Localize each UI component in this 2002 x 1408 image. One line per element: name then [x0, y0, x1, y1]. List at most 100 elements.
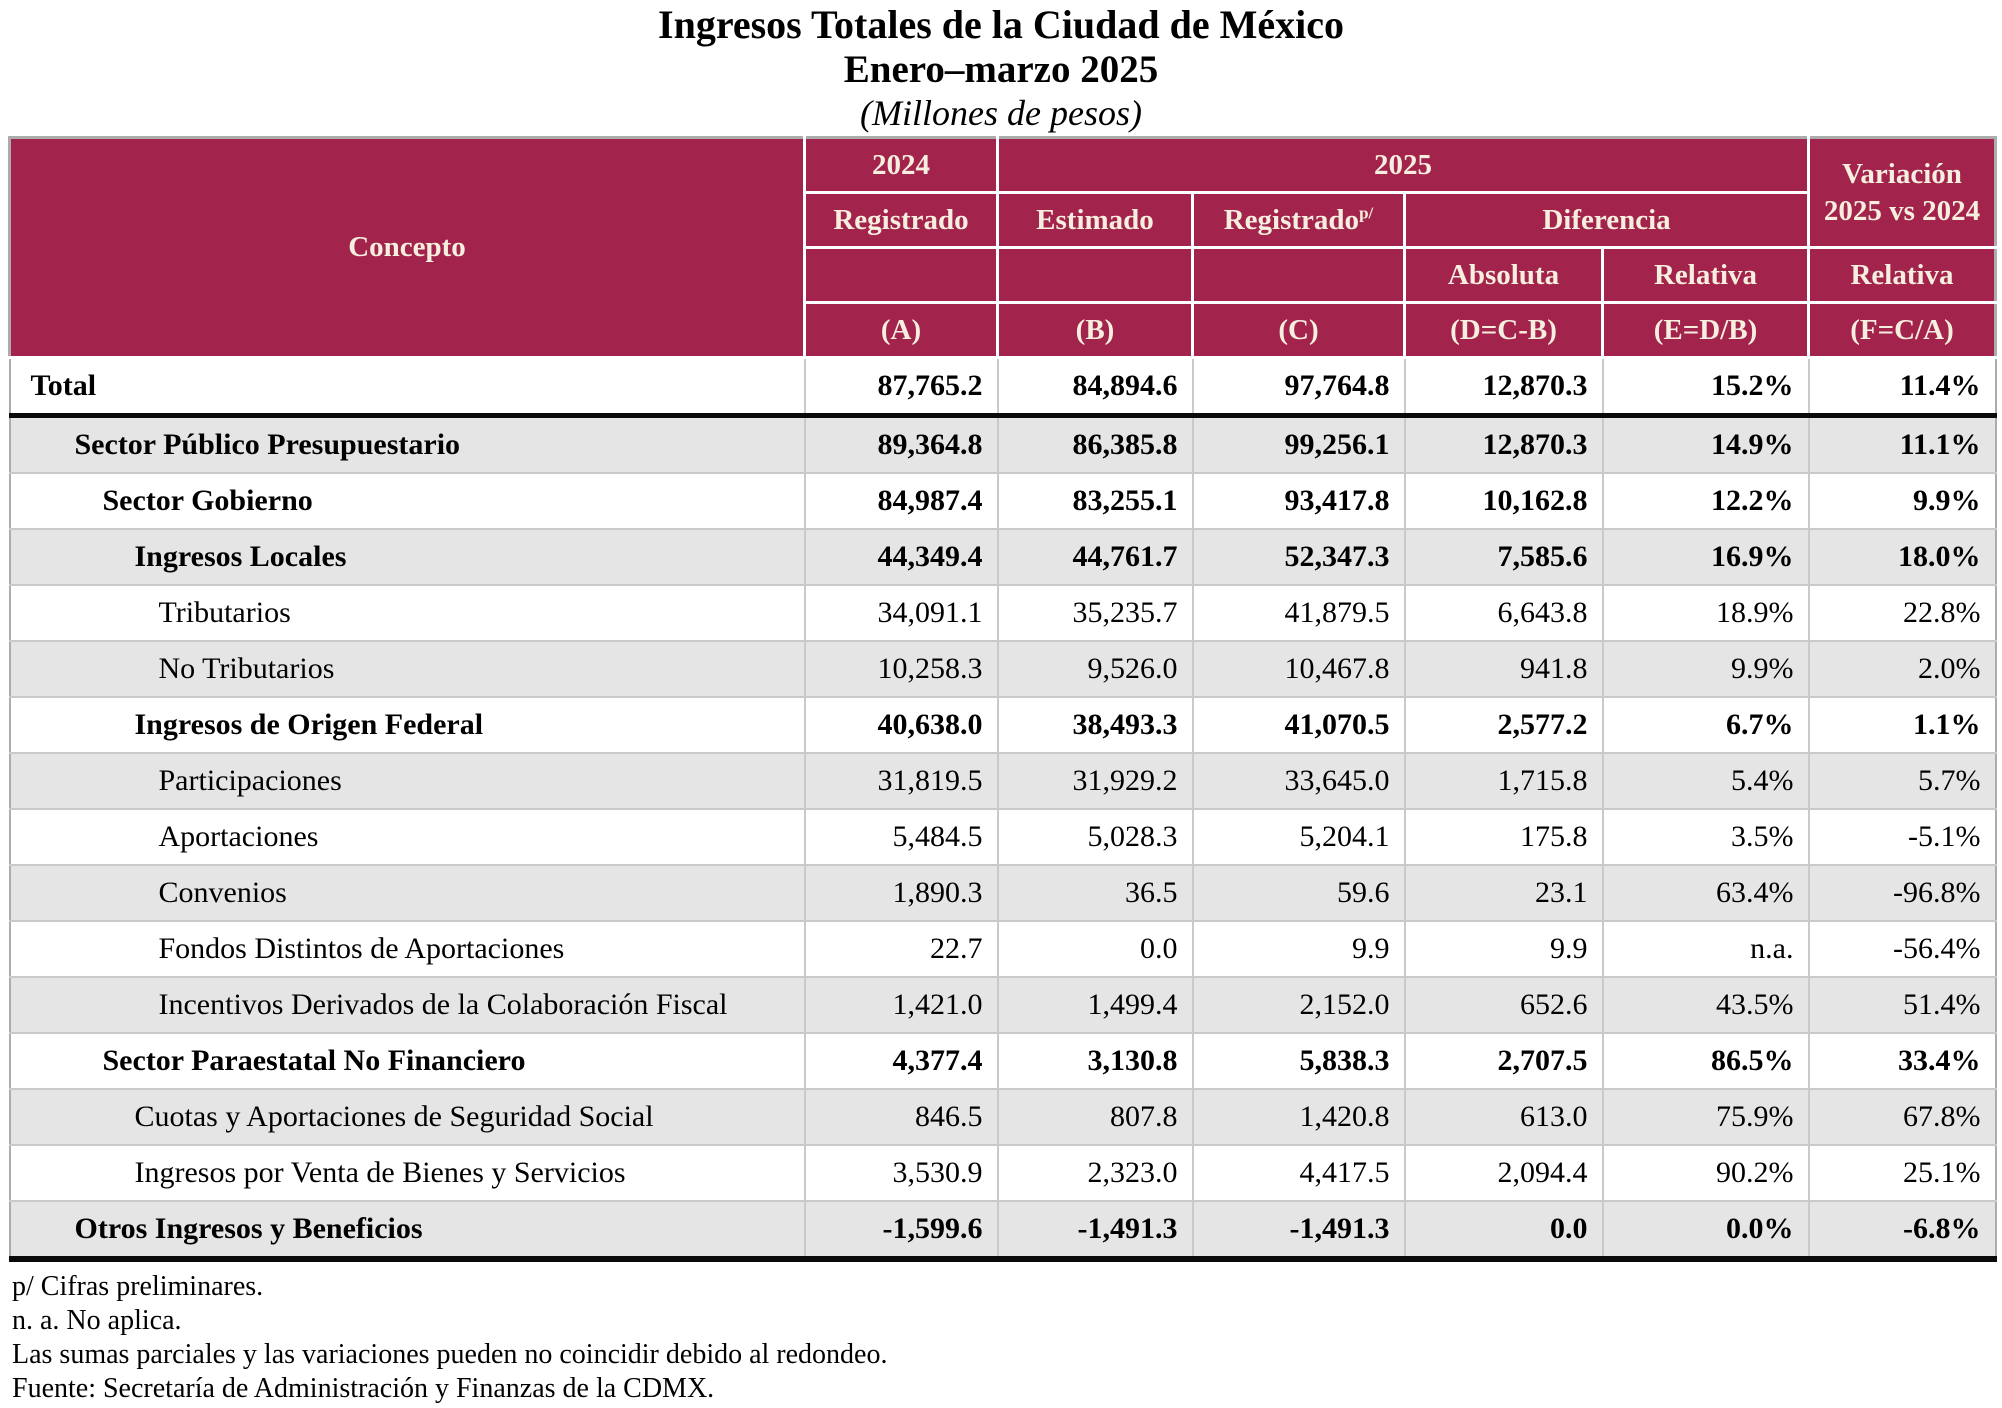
- row-value: 11.4%: [1807, 356, 1997, 418]
- header-formula-a: (A): [803, 301, 999, 359]
- row-value: 51.4%: [1807, 976, 1997, 1034]
- row-value: 99,256.1: [1191, 414, 1406, 474]
- row-value: 1,421.0: [803, 976, 999, 1034]
- row-concept: Total: [8, 356, 806, 418]
- row-value: 1,890.3: [803, 864, 999, 922]
- header-relativa-diferencia: Relativa: [1601, 246, 1810, 304]
- row-value: 846.5: [803, 1088, 999, 1146]
- row-value: 941.8: [1403, 640, 1604, 698]
- report-title-block: Ingresos Totales de la Ciudad de México …: [0, 0, 2002, 134]
- row-concept: Sector Público Presupuestario: [8, 414, 806, 474]
- row-concept: Convenios: [8, 864, 806, 922]
- row-value: 1,715.8: [1403, 752, 1604, 810]
- header-formula-e: (E=D/B): [1601, 301, 1810, 359]
- row-value: 9.9: [1191, 920, 1406, 978]
- row-value: 2,152.0: [1191, 976, 1406, 1034]
- header-concepto: Concepto: [8, 136, 806, 359]
- table-row: Aportaciones 5,484.5 5,028.3 5,204.1 175.8 3.…: [8, 808, 1997, 866]
- row-concept: Ingresos de Origen Federal: [8, 696, 806, 754]
- row-value: 0.0: [1403, 1200, 1604, 1262]
- row-value: 4,377.4: [803, 1032, 999, 1090]
- header-diferencia: Diferencia: [1403, 191, 1810, 249]
- row-value: 34,091.1: [803, 584, 999, 642]
- report-period: Enero–marzo 2025: [843, 48, 1159, 91]
- row-value: 1,420.8: [1191, 1088, 1406, 1146]
- header-formula-b: (B): [996, 301, 1194, 359]
- row-value: 11.1%: [1807, 414, 1997, 474]
- table-row: Participaciones 31,819.5 31,929.2 33,645.0 1…: [8, 752, 1997, 810]
- row-value: 5,838.3: [1191, 1032, 1406, 1090]
- row-value: -1,491.3: [996, 1200, 1194, 1262]
- header-registrado-2024: Registrado: [803, 191, 999, 249]
- row-value: 52,347.3: [1191, 528, 1406, 586]
- row-value: 12,870.3: [1403, 356, 1604, 418]
- row-value: 1,499.4: [996, 976, 1194, 1034]
- header-formula-f: (F=C/A): [1807, 301, 1997, 359]
- header-formula-d: (D=C-B): [1403, 301, 1604, 359]
- row-value: 90.2%: [1601, 1144, 1810, 1202]
- row-value: 6.7%: [1601, 696, 1810, 754]
- row-value: -6.8%: [1807, 1200, 1997, 1262]
- header-registrado-2025-label: Registrado: [1223, 203, 1360, 236]
- row-value: 613.0: [1403, 1088, 1604, 1146]
- row-value: 3,530.9: [803, 1144, 999, 1202]
- row-value: 0.0%: [1601, 1200, 1810, 1262]
- row-value: 5,484.5: [803, 808, 999, 866]
- table-row: Fondos Distintos de Aportaciones 22.7 0.0 9…: [8, 920, 1997, 978]
- row-value: 2,707.5: [1403, 1032, 1604, 1090]
- header-absoluta: Absoluta: [1403, 246, 1604, 304]
- row-value: 33.4%: [1807, 1032, 1997, 1090]
- row-concept: Aportaciones: [8, 808, 806, 866]
- table-row: Total 87,765.2 84,894.6 97,764.8 12,870.3 15.…: [8, 356, 1997, 418]
- row-value: 652.6: [1403, 976, 1604, 1034]
- row-value: -96.8%: [1807, 864, 1997, 922]
- row-value: 43.5%: [1601, 976, 1810, 1034]
- row-value: 40,638.0: [803, 696, 999, 754]
- row-value: 9,526.0: [996, 640, 1194, 698]
- row-value: 3.5%: [1601, 808, 1810, 866]
- row-value: 9.9%: [1601, 640, 1810, 698]
- header-year-2024: 2024: [803, 136, 999, 194]
- header-empty-c: [1191, 246, 1406, 304]
- row-concept: No Tributarios: [8, 640, 806, 698]
- row-value: 25.1%: [1807, 1144, 1997, 1202]
- row-concept: Otros Ingresos y Beneficios: [8, 1200, 806, 1262]
- table-row: Cuotas y Aportaciones de Seguridad Socia…: [8, 1088, 1997, 1146]
- table-row: Ingresos por Venta de Bienes y Servicios…: [8, 1144, 1997, 1202]
- row-value: 86.5%: [1601, 1032, 1810, 1090]
- row-value: 175.8: [1403, 808, 1604, 866]
- footnotes-block: p/ Cifras preliminares. n. a. No aplica.…: [12, 1270, 2002, 1406]
- row-value: 83,255.1: [996, 472, 1194, 530]
- footnote-source: Fuente: Secretaría de Administración y F…: [12, 1373, 715, 1404]
- table-row: Incentivos Derivados de la Colaboración …: [8, 976, 1997, 1034]
- row-value: 63.4%: [1601, 864, 1810, 922]
- row-concept: Ingresos por Venta de Bienes y Servicios: [8, 1144, 806, 1202]
- row-value: 6,643.8: [1403, 584, 1604, 642]
- header-empty-b: [996, 246, 1194, 304]
- row-value: 23.1: [1403, 864, 1604, 922]
- row-value: 10,258.3: [803, 640, 999, 698]
- row-value: n.a.: [1601, 920, 1810, 978]
- row-value: 31,819.5: [803, 752, 999, 810]
- row-value: -1,491.3: [1191, 1200, 1406, 1262]
- row-value: 2.0%: [1807, 640, 1997, 698]
- row-value: 7,585.6: [1403, 528, 1604, 586]
- row-value: 84,987.4: [803, 472, 999, 530]
- table-row: Sector Paraestatal No Financiero 4,377.4 3…: [8, 1032, 1997, 1090]
- row-value: 38,493.3: [996, 696, 1194, 754]
- table-row: Otros Ingresos y Beneficios -1,599.6 -1,49…: [8, 1200, 1997, 1262]
- row-value: 16.9%: [1601, 528, 1810, 586]
- row-value: 3,130.8: [996, 1032, 1194, 1090]
- row-value: 89,364.8: [803, 414, 999, 474]
- row-value: 18.9%: [1601, 584, 1810, 642]
- row-concept: Cuotas y Aportaciones de Seguridad Socia…: [8, 1088, 806, 1146]
- row-value: 59.6: [1191, 864, 1406, 922]
- row-value: 12,870.3: [1403, 414, 1604, 474]
- row-value: 31,929.2: [996, 752, 1194, 810]
- header-registrado-2025: Registradop/: [1191, 191, 1406, 249]
- row-value: 75.9%: [1601, 1088, 1810, 1146]
- table-row: Tributarios 34,091.1 35,235.7 41,879.5 6,643…: [8, 584, 1997, 642]
- row-concept: Sector Paraestatal No Financiero: [8, 1032, 806, 1090]
- row-value: 9.9: [1403, 920, 1604, 978]
- table-row: Ingresos de Origen Federal 40,638.0 38,493…: [8, 696, 1997, 754]
